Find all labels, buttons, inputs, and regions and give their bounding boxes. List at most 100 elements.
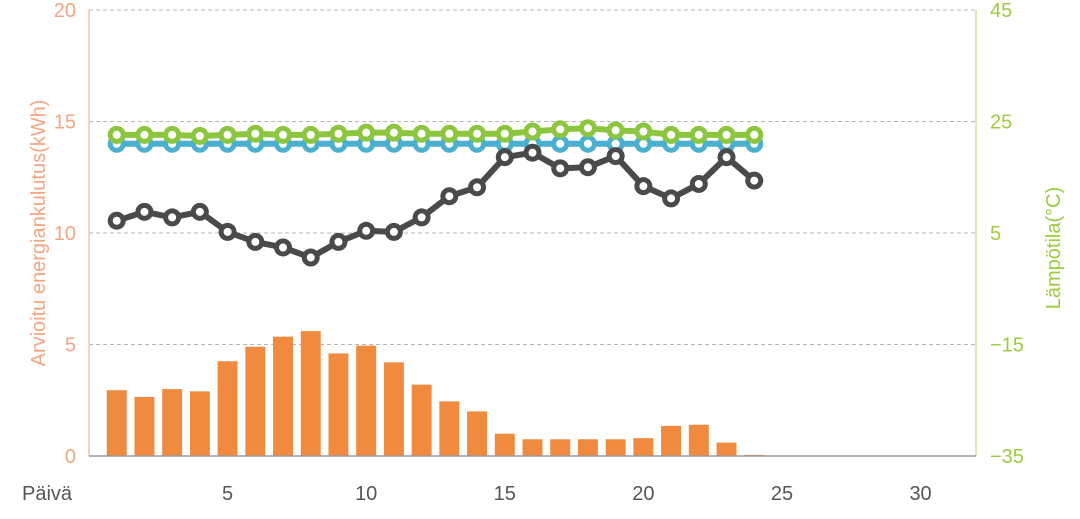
x-tick-label: 15	[494, 483, 516, 505]
bar	[716, 442, 737, 456]
data-point-center	[639, 182, 648, 191]
data-point-center	[389, 227, 398, 236]
data-point-center	[528, 148, 537, 157]
data-point-center	[112, 130, 121, 139]
bar	[605, 439, 626, 456]
y-right-tick-label: 25	[990, 112, 1012, 134]
y-left-tick-label: 5	[65, 335, 76, 357]
x-tick-label: 10	[355, 483, 377, 505]
data-point-center	[639, 127, 648, 136]
bar	[467, 411, 488, 456]
data-point-center	[306, 253, 315, 262]
bar	[328, 353, 349, 456]
bar	[245, 346, 266, 456]
data-point-center	[750, 176, 759, 185]
series-line	[115, 149, 757, 261]
bar	[162, 389, 183, 456]
y-left-tick-label: 0	[65, 446, 76, 468]
data-point-center	[639, 139, 648, 148]
data-point-center	[694, 130, 703, 139]
data-point-center	[500, 129, 509, 138]
series-line	[116, 125, 755, 139]
y-right-tick-label: −35	[990, 446, 1024, 468]
data-point-center	[611, 139, 620, 148]
y-right-tick-label: −15	[990, 335, 1024, 357]
y-left-tick-label: 10	[54, 223, 76, 245]
data-point-center	[251, 237, 260, 246]
data-point-center	[223, 227, 232, 236]
bar-series	[106, 331, 765, 456]
bar	[273, 336, 294, 456]
bar	[661, 425, 682, 456]
bar	[577, 439, 598, 456]
bar	[411, 384, 432, 456]
x-tick-label: 30	[909, 483, 931, 505]
bar	[189, 391, 210, 456]
bar	[494, 433, 515, 456]
y-axis-left-title: Arvioitu energiankulutus(kWh)	[28, 100, 50, 367]
data-point-center	[722, 153, 731, 162]
data-point-center	[667, 130, 676, 139]
data-point-center	[556, 125, 565, 134]
y-left-tick-label: 20	[54, 0, 76, 22]
bar	[550, 439, 571, 456]
line-series	[107, 119, 764, 145]
data-point-center	[473, 183, 482, 192]
data-point-center	[306, 130, 315, 139]
data-point-center	[667, 194, 676, 203]
data-point-center	[722, 130, 731, 139]
data-point-center	[611, 152, 620, 161]
data-point-center	[694, 179, 703, 188]
data-point-center	[500, 153, 509, 162]
data-point-center	[279, 243, 288, 252]
data-point-center	[195, 207, 204, 216]
bar	[106, 390, 127, 456]
bar	[688, 424, 709, 456]
line-series-group	[107, 119, 764, 267]
data-point-center	[140, 207, 149, 216]
line-series	[107, 143, 764, 267]
y-right-tick-label: 5	[990, 223, 1001, 245]
data-point-center	[334, 129, 343, 138]
x-tick-label: 25	[771, 483, 793, 505]
data-point-center	[445, 192, 454, 201]
data-point-center	[140, 130, 149, 139]
bar	[356, 345, 377, 456]
data-point-center	[168, 130, 177, 139]
data-point-center	[362, 139, 371, 148]
data-point-center	[583, 124, 592, 133]
data-point-center	[611, 126, 620, 135]
data-point-center	[279, 130, 288, 139]
y-right-tick-label: 45	[990, 0, 1012, 22]
bar	[439, 401, 460, 456]
data-point-center	[556, 139, 565, 148]
data-point-center	[112, 216, 121, 225]
bar	[633, 438, 654, 456]
data-point-center	[362, 226, 371, 235]
x-axis-label: Päivä	[22, 483, 73, 505]
data-point-center	[417, 129, 426, 138]
data-point-center	[556, 164, 565, 173]
data-point-center	[583, 139, 592, 148]
data-point-center	[251, 129, 260, 138]
x-tick-label: 5	[222, 483, 233, 505]
data-point-center	[583, 163, 592, 172]
data-point-center	[750, 130, 759, 139]
bar	[300, 331, 321, 456]
data-point-center	[417, 213, 426, 222]
x-tick-label: 20	[632, 483, 654, 505]
bar	[217, 361, 238, 456]
data-point-center	[528, 127, 537, 136]
data-point-center	[334, 237, 343, 246]
data-point-center	[389, 139, 398, 148]
data-point-center	[195, 131, 204, 140]
data-point-center	[445, 129, 454, 138]
bar	[383, 362, 404, 456]
gridlines	[89, 9, 976, 345]
bar	[522, 439, 543, 456]
bar	[134, 396, 155, 456]
data-point-center	[168, 213, 177, 222]
y-left-tick-label: 15	[54, 112, 76, 134]
tick-labels: 0 5 10 15 20 −35 −15 5 25 45 5 10 15 20 25 30	[54, 0, 1024, 505]
